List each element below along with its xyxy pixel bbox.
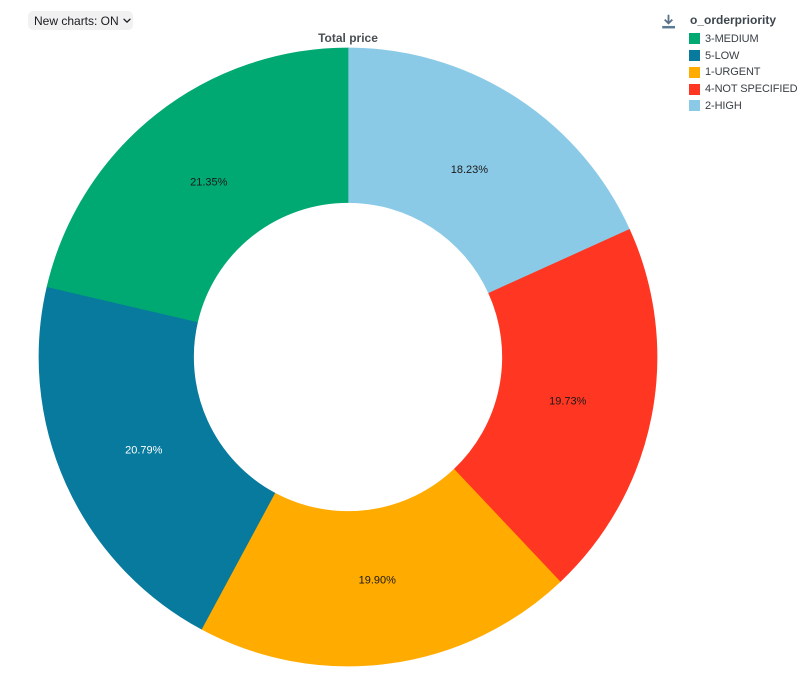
svg-text:18.23%: 18.23% xyxy=(451,164,489,176)
svg-text:19.73%: 19.73% xyxy=(549,396,587,408)
svg-text:21.35%: 21.35% xyxy=(190,177,228,189)
svg-text:20.79%: 20.79% xyxy=(125,444,163,456)
svg-text:19.90%: 19.90% xyxy=(359,574,397,586)
